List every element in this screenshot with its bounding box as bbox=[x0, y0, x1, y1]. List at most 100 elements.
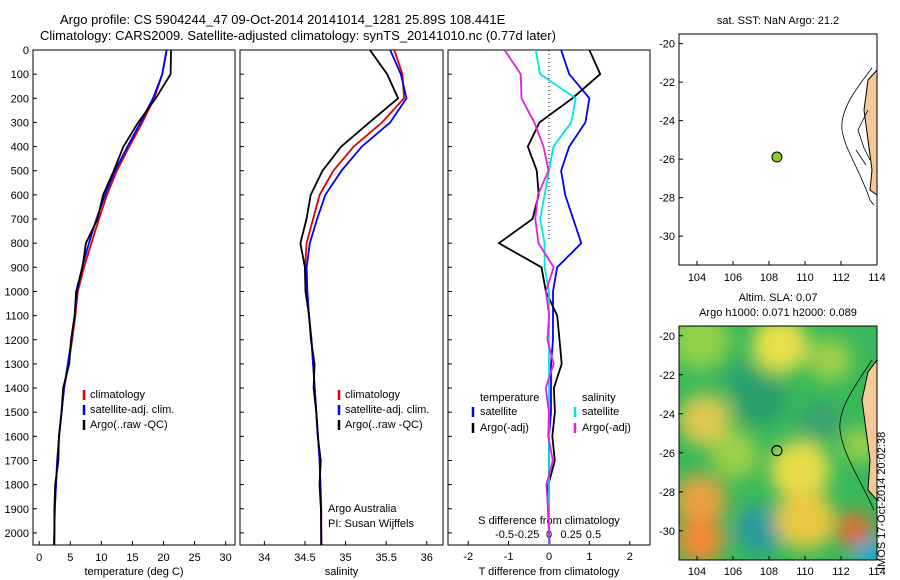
sla-patch bbox=[775, 490, 835, 550]
y-tick-label: 1100 bbox=[5, 311, 29, 323]
s-tick-label: -0.5 bbox=[495, 529, 514, 541]
x-tick-label: 35 bbox=[339, 552, 351, 564]
y-tick-label: -26 bbox=[659, 154, 675, 166]
legend-label: Argo(-adj) bbox=[582, 422, 631, 434]
map-subtitle: Argo h1000: 0.071 h2000: 0.089 bbox=[699, 307, 857, 319]
map-frame-sla bbox=[678, 325, 878, 561]
y-tick-label: -28 bbox=[659, 193, 675, 205]
sla-patch bbox=[679, 326, 730, 370]
series-line bbox=[305, 49, 408, 545]
sla-patch bbox=[752, 326, 808, 373]
x-tick-label: 114 bbox=[868, 566, 886, 578]
x-tick-label: 104 bbox=[688, 566, 706, 578]
sla-patch bbox=[724, 362, 756, 394]
y-tick-label: -30 bbox=[659, 231, 675, 243]
y-tick-label: 1300 bbox=[5, 359, 29, 371]
series-line bbox=[534, 49, 577, 545]
y-tick-label: 300 bbox=[11, 117, 29, 129]
x-tick-label: 35.5 bbox=[375, 552, 396, 564]
legend-label: satellite-adj. clim. bbox=[90, 404, 174, 416]
x-tick-label: 0 bbox=[546, 551, 552, 563]
figure-title-line1: Argo profile: CS 5904244_47 09-Oct-2014 … bbox=[60, 12, 506, 27]
y-tick-label: 500 bbox=[11, 166, 29, 178]
series-line bbox=[299, 49, 400, 546]
y-tick-label: 200 bbox=[11, 93, 29, 105]
sla-patch bbox=[854, 539, 877, 560]
x-axis-label: T difference from climatology bbox=[479, 566, 620, 578]
map-title: Altim. SLA: 0.07 bbox=[739, 292, 818, 304]
x-axis-label: salinity bbox=[325, 566, 359, 578]
legend-label: climatology bbox=[345, 389, 401, 401]
sla-patch bbox=[770, 440, 830, 500]
x-tick-label: 0 bbox=[36, 552, 42, 564]
legend-label: satellite bbox=[582, 406, 619, 418]
legend-group-title: temperature bbox=[480, 392, 539, 404]
x-axis-label: temperature (deg C) bbox=[84, 566, 183, 578]
y-tick-label: -20 bbox=[659, 331, 675, 343]
panel-frame-salinity bbox=[239, 49, 444, 546]
x-tick-label: 5 bbox=[67, 552, 73, 564]
y-tick-label: 1800 bbox=[5, 480, 29, 492]
x-tick-label: 30 bbox=[220, 552, 232, 564]
x-tick-label: 106 bbox=[724, 272, 742, 284]
annotation-text: Argo Australia bbox=[328, 503, 397, 515]
argo-location-marker bbox=[771, 445, 783, 457]
x-tick-label: 108 bbox=[760, 566, 778, 578]
y-tick-label: 900 bbox=[11, 262, 29, 274]
x-tick-label: 112 bbox=[832, 272, 850, 284]
legend-label: Argo(..raw -QC) bbox=[345, 419, 423, 431]
sla-patch bbox=[679, 474, 726, 526]
figure-title-line2: Climatology: CARS2009. Satellite-adjuste… bbox=[40, 28, 556, 43]
y-tick-label: 400 bbox=[11, 142, 29, 154]
x-tick-label: 34.5 bbox=[294, 552, 315, 564]
sla-patch bbox=[679, 516, 724, 560]
y-tick-label: -22 bbox=[659, 370, 675, 382]
x-tick-label: 1 bbox=[586, 551, 592, 563]
series-line bbox=[53, 49, 172, 546]
series-line bbox=[53, 49, 168, 546]
x-tick-label: 106 bbox=[724, 566, 742, 578]
x-tick-label: 15 bbox=[126, 552, 138, 564]
y-tick-label: -24 bbox=[659, 409, 675, 421]
sla-patch bbox=[711, 431, 759, 479]
y-tick-label: -24 bbox=[659, 116, 675, 128]
map-title: sat. SST: NaN Argo: 21.2 bbox=[717, 15, 839, 27]
x-tick-label: -1 bbox=[504, 551, 514, 563]
y-tick-label: -26 bbox=[659, 448, 675, 460]
y-tick-label: 1000 bbox=[5, 286, 29, 298]
legend-label: Argo(-adj) bbox=[480, 422, 529, 434]
legend-label: satellite bbox=[480, 406, 517, 418]
annotation-text: PI: Susan Wijffels bbox=[328, 518, 414, 530]
x-tick-label: 114 bbox=[868, 272, 886, 284]
sla-patch bbox=[837, 512, 873, 548]
s-tick-label: 0.5 bbox=[586, 529, 601, 541]
y-tick-label: 2000 bbox=[5, 528, 29, 540]
x-tick-label: 108 bbox=[760, 272, 778, 284]
y-tick-label: -22 bbox=[659, 77, 675, 89]
legend-label: satellite-adj. clim. bbox=[345, 404, 429, 416]
x-tick-label: 25 bbox=[188, 552, 200, 564]
x-tick-label: 110 bbox=[796, 566, 814, 578]
series-line bbox=[503, 49, 555, 546]
land-shape bbox=[863, 68, 878, 196]
x-tick-label: 36 bbox=[421, 552, 433, 564]
sla-patch bbox=[679, 394, 731, 446]
x-tick-label: 34 bbox=[258, 552, 270, 564]
legend-label: Argo(..raw -QC) bbox=[90, 419, 168, 431]
sla-patch bbox=[800, 400, 840, 440]
bathymetry-contour bbox=[839, 359, 875, 511]
x-tick-label: 2 bbox=[627, 551, 633, 563]
y-tick-label: 1400 bbox=[5, 383, 29, 395]
y-tick-label: 1600 bbox=[5, 431, 29, 443]
y-tick-label: 700 bbox=[11, 214, 29, 226]
y-tick-label: 800 bbox=[11, 238, 29, 250]
sla-patch bbox=[736, 506, 784, 554]
x-tick-label: 20 bbox=[157, 552, 169, 564]
x-tick-label: 104 bbox=[688, 272, 706, 284]
y-tick-label: 600 bbox=[11, 190, 29, 202]
y-tick-label: 1700 bbox=[5, 455, 29, 467]
panel-frame-temperature bbox=[32, 49, 236, 546]
s-tick-label: 0.25 bbox=[561, 529, 582, 541]
x-tick-label: 110 bbox=[796, 272, 814, 284]
